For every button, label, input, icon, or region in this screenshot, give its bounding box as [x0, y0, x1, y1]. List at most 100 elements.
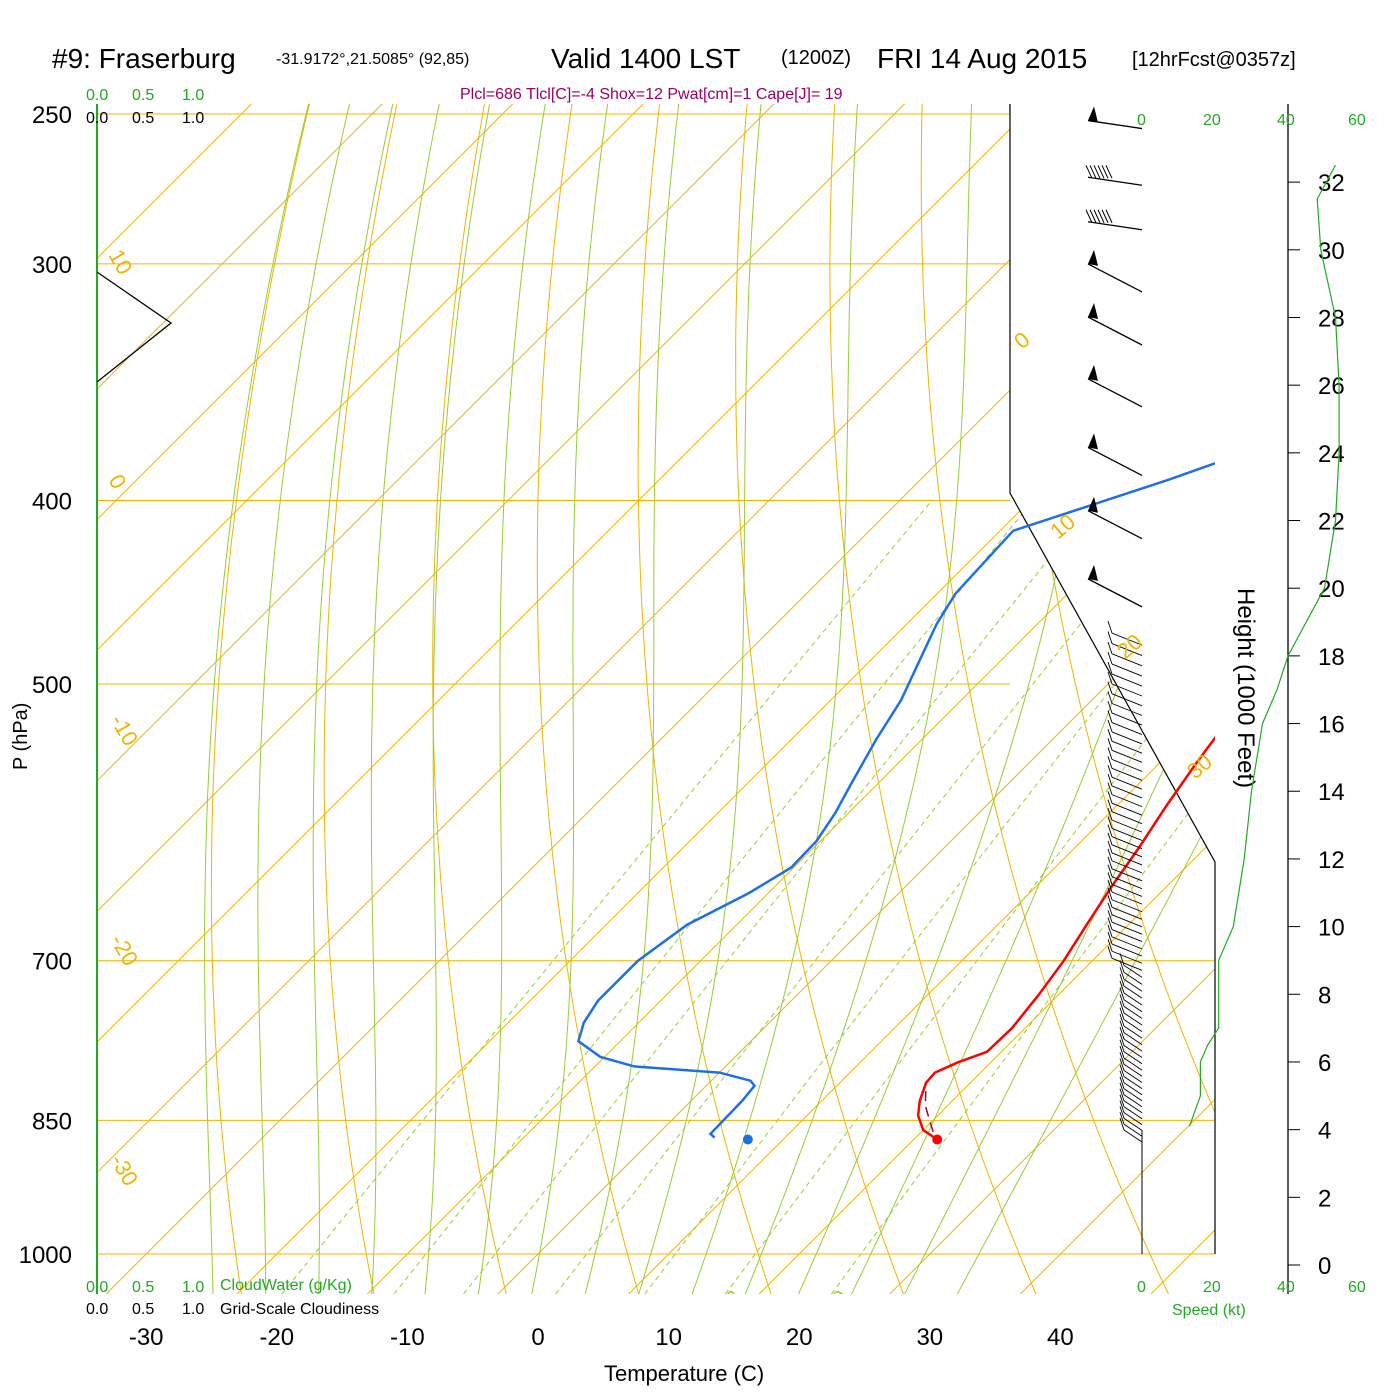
isotherm-label: 20	[1112, 629, 1147, 664]
height-tick-label: 32	[1318, 170, 1345, 197]
wind-barb-shaft	[1111, 943, 1143, 957]
wind-barb-feather	[1107, 691, 1113, 704]
speed-tick: 40	[1277, 112, 1295, 129]
wind-barb-shaft	[1111, 921, 1143, 935]
wind-barb-feather	[1119, 1076, 1125, 1089]
wind-barb-feather	[1097, 209, 1105, 223]
wind-barb-feather	[1107, 910, 1113, 923]
temperature-tick-label: -20	[259, 1324, 294, 1351]
wind-barb-feather	[1101, 209, 1109, 223]
wind-barb-shaft	[1111, 693, 1143, 707]
wind-barb-shaft	[1111, 950, 1143, 964]
cloudwater-label: CloudWater (g/Kg)	[220, 1277, 352, 1294]
temperature-ticks: -30 -20 -10 0 10 20 30 40	[129, 1324, 1074, 1351]
wind-barb-feather	[1107, 681, 1113, 694]
wind-barb-shaft	[1123, 1070, 1143, 1083]
wind-barb-feather	[1119, 1026, 1125, 1040]
cloud-tick: 0.0	[86, 87, 108, 104]
wind-barb-shaft	[1087, 221, 1143, 231]
forecast-label: [12hrFcst@0357z]	[1132, 49, 1296, 71]
cloudwater-scale-top: 0.0 0.5 1.0 0.0 0.5 1.0	[86, 87, 204, 127]
wind-barb-shaft	[1111, 828, 1143, 841]
wind-barb-feather	[1119, 1000, 1125, 1014]
wind-barb-feather	[1119, 1058, 1125, 1071]
isotherm-line	[735, 104, 1215, 1294]
wind-barb-shaft	[1123, 1129, 1143, 1143]
height-tick-label: 26	[1318, 373, 1345, 400]
wind-barb-feather	[1089, 165, 1097, 179]
isotherm-line	[97, 104, 798, 1294]
dry-adiabat-line	[637, 104, 780, 1294]
isotherm-line	[97, 104, 929, 1294]
wind-barb-shaft	[1123, 971, 1143, 985]
isotherm-line	[604, 104, 1215, 1294]
wind-barb-shaft	[1123, 1088, 1143, 1102]
mixing-ratio-line	[830, 500, 1215, 1294]
wind-barb-feather	[1119, 1033, 1125, 1046]
wind-barb-shaft	[1087, 578, 1143, 608]
wind-barb-feather	[1107, 765, 1113, 778]
wind-barb-pennant	[1088, 433, 1098, 450]
dry-adiabat-line	[1182, 104, 1215, 1294]
wind-barb-feather	[1107, 856, 1113, 869]
wind-barb-feather	[1107, 631, 1113, 644]
wind-barb-feather	[1107, 773, 1113, 787]
isotherm-line	[1127, 104, 1215, 1294]
moist-adiabat-line	[422, 104, 495, 1294]
wind-barb-shaft	[1123, 965, 1143, 978]
isotherm-line	[97, 104, 1215, 1294]
height-tick-label: 10	[1318, 915, 1345, 942]
pressure-tick-label: 1000	[19, 1242, 72, 1269]
wind-barb-feather	[1119, 1014, 1125, 1027]
wind-barb-shaft	[1111, 811, 1143, 825]
wind-barb-shaft	[1087, 176, 1143, 186]
wind-barb-shaft	[1111, 776, 1143, 790]
mixing-ratio-label: 8	[637, 1296, 659, 1315]
wind-barb-feather	[1119, 1106, 1125, 1119]
wind-barb-feather	[1105, 209, 1113, 223]
wind-barb-shaft	[1111, 802, 1143, 816]
height-tick-label: 4	[1318, 1118, 1331, 1145]
mixing-ratio-line	[463, 500, 1097, 1294]
mixing-ratio-line	[393, 500, 1034, 1294]
height-tick-label: 8	[1318, 982, 1331, 1009]
zulu-time: (1200Z)	[781, 47, 851, 69]
height-tick-label: 24	[1318, 441, 1345, 468]
mixing-ratio-label: 12	[717, 1287, 744, 1314]
height-tick-label: 12	[1318, 847, 1345, 874]
stability-indices: Plcl=686 Tlcl[C]=-4 Shox=12 Pwat[cm]=1 C…	[460, 86, 843, 103]
cloud-tick: 0.5	[132, 110, 154, 127]
station-title: #9: Fraserburg	[52, 43, 236, 74]
pressure-tick-label: 700	[32, 949, 72, 976]
wind-barb-feather	[1119, 1052, 1125, 1065]
cloud-tick: 0.0	[86, 1301, 108, 1318]
isotherm-line	[996, 104, 1215, 1294]
wind-barb-shaft	[1111, 683, 1143, 697]
wind-barbs	[1085, 106, 1143, 1143]
wind-barb-feather	[1107, 887, 1113, 900]
wind-barb-shaft	[1111, 884, 1143, 897]
moist-adiabats	[204, 104, 1215, 1294]
wind-barb-feather	[1107, 799, 1113, 812]
mixing-ratio-label: 2	[386, 1296, 408, 1315]
speed-scale-top: 0 20 40 60	[1137, 112, 1366, 129]
wind-barb-shaft	[1111, 740, 1143, 754]
mixing-ratio-label: 5	[548, 1296, 570, 1315]
pressure-ticks: 250 300 400 500 700 850 1000	[19, 102, 72, 1269]
wind-barb-feather	[1107, 879, 1113, 893]
wind-barb-feather	[1119, 953, 1125, 966]
height-tick-label: 20	[1318, 576, 1345, 603]
wind-barb-feather	[1107, 816, 1113, 829]
wind-barb-feather	[1107, 747, 1113, 760]
wind-barb-shaft	[1111, 767, 1143, 781]
cloud-tick: 0.5	[132, 1301, 154, 1318]
wind-barb-feather	[1093, 165, 1101, 179]
cloud-tick: 1.0	[182, 1301, 204, 1318]
isotherm-line	[343, 104, 1215, 1294]
wind-barb-shaft	[1123, 1076, 1143, 1090]
wind-barb-pennant	[1088, 564, 1098, 581]
mixing-ratio-label: 20	[823, 1287, 850, 1314]
isotherm-label: 0	[1009, 327, 1034, 354]
wind-barb-feather	[1107, 671, 1113, 685]
